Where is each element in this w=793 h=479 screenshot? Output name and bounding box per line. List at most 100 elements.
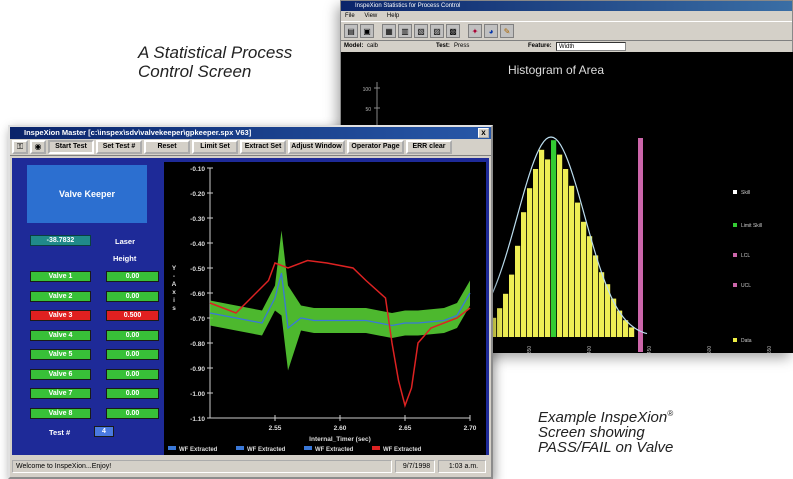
wave-ytick-label: -0.90 <box>190 366 205 373</box>
waveform-chart: -0.10 -0.20 -0.30 -0.40 -0.50 -0.60 -0.70 -0.80… <box>168 166 477 453</box>
model-value[interactable]: calb <box>367 43 379 49</box>
limit-set-button[interactable]: Limit Set <box>192 140 238 154</box>
master-title-bar[interactable]: InspeXion Master [c:\inspex\sdv\valvekee… <box>10 127 491 139</box>
wave-xtick-label: 2.60 <box>334 425 347 432</box>
wave-xtick-label: 2.70 <box>464 425 477 432</box>
wave-ytick-label: -1.00 <box>190 391 205 398</box>
hist-bar <box>569 185 575 337</box>
master-window: InspeXion Master [c:\inspex\sdv\valvekee… <box>8 125 493 479</box>
valve-7-label: Valve 7 <box>30 388 91 399</box>
hist-legend-swatch <box>733 253 737 257</box>
hist-bar <box>629 327 635 337</box>
blue-trace <box>209 272 471 330</box>
menu-help[interactable]: Help <box>386 13 400 19</box>
green-band <box>210 230 470 371</box>
model-label: Model: <box>344 43 364 49</box>
readout-value: -38.7832 <box>30 235 91 246</box>
master-window-title: InspeXion Master [c:\inspex\sdv\valvekee… <box>24 128 252 137</box>
chart-icon[interactable]: ▥ <box>398 24 412 38</box>
menu-file[interactable]: File <box>345 13 355 19</box>
wave-ytick-label: -0.10 <box>190 166 205 173</box>
hist-legend-label: UCL <box>741 283 751 289</box>
wave-legend-label: WF Extracted <box>383 447 422 453</box>
hist-bar <box>515 245 521 337</box>
hist-bar <box>551 140 557 337</box>
wave-ytick-label: -0.70 <box>190 316 205 323</box>
valve-3-value: 0.500 <box>106 310 159 321</box>
extract-set-button[interactable]: Extract Set <box>240 140 286 154</box>
valve-keeper-panel: Valve Keeper <box>27 165 147 223</box>
hist-xtick-label: 400 <box>587 346 593 353</box>
test-number-label: Test # <box>49 428 71 437</box>
start-test-button[interactable]: Start Test <box>48 140 94 154</box>
hist-legend-swatch <box>733 190 737 194</box>
hist-bar <box>617 310 623 337</box>
close-button[interactable]: x <box>478 128 489 138</box>
wave-legend-swatch <box>168 446 176 450</box>
example-caption-line2: Screen showing <box>538 424 645 441</box>
wave-ytick-label: -0.50 <box>190 266 205 273</box>
wave-ytick-label: -0.20 <box>190 191 205 198</box>
hist-ytick-label: 100 <box>363 87 372 93</box>
status-bar: Welcome to InspeXion...Enjoy! 9/7/1998 1… <box>12 460 489 475</box>
test-number-value: 4 <box>94 426 114 437</box>
save-icon[interactable]: ▣ <box>360 24 374 38</box>
adjust-window-button[interactable]: Adjust Window <box>288 140 345 154</box>
status-message: Welcome to InspeXion...Enjoy! <box>12 460 392 473</box>
hist-legend-swatch <box>733 338 737 342</box>
test-value[interactable]: Press <box>454 43 470 49</box>
err-clear-button[interactable]: ERR clear <box>406 140 452 154</box>
hist-bar <box>587 236 593 337</box>
hist-bar <box>557 154 563 337</box>
height-label: Height <box>113 254 137 263</box>
valve-5-label: Valve 5 <box>30 349 91 360</box>
hist-bar <box>527 188 533 337</box>
valve-8-label: Valve 8 <box>30 407 91 419</box>
hist-bar <box>575 202 581 337</box>
wave-legend-swatch <box>372 446 380 450</box>
open-icon[interactable]: ▤ <box>344 24 358 38</box>
hist-bar <box>503 293 509 337</box>
status-time: 1:03 a.m. <box>438 460 486 473</box>
hist-bar <box>533 169 539 337</box>
hist-ytick-label: 50 <box>365 107 371 113</box>
set-test-button[interactable]: Set Test # <box>96 140 142 154</box>
menu-view[interactable]: View <box>364 13 378 19</box>
reset-button[interactable]: Reset <box>144 140 190 154</box>
valve-6-value: 0.00 <box>106 368 159 380</box>
master-body: Valve Keeper -38.7832 Laser Height Valve… <box>12 158 489 455</box>
hist-bar <box>491 317 497 337</box>
wave-xtick-label: 2.65 <box>399 425 412 432</box>
wave-ytick-label: -0.80 <box>190 341 205 348</box>
scatter-icon[interactable]: ✦ <box>468 24 482 38</box>
hist-bar <box>581 221 587 337</box>
valve-4-label: Valve 4 <box>30 329 91 341</box>
camera-icon[interactable]: ◉ <box>30 140 46 154</box>
data-icon[interactable]: ▧ <box>414 24 428 38</box>
spc-title-bar[interactable]: InspeXion Statistics for Process Control <box>341 1 792 11</box>
hist-legend-swatch <box>733 223 737 227</box>
hist-legend-swatch <box>733 283 737 287</box>
operator-page-button[interactable]: Operator Page <box>347 140 404 154</box>
valve-4-value: 0.00 <box>106 329 159 341</box>
red-trace <box>209 259 471 408</box>
wave-ylabel-char: - <box>173 273 175 280</box>
export-icon[interactable]: ✎ <box>500 24 514 38</box>
key-icon[interactable]: ⚿ <box>12 140 28 154</box>
feature-label: Feature: <box>528 43 552 49</box>
table-icon[interactable]: ▨ <box>430 24 444 38</box>
valve-8-value: 0.00 <box>106 407 159 419</box>
hist-xtick-label: 350 <box>527 346 533 353</box>
wave-legend-label: WF Extracted <box>179 447 218 453</box>
valve-2-label: Valve 2 <box>30 290 91 302</box>
example-caption: Example InspeXion® Screen showing PASS/F… <box>538 406 673 455</box>
feature-select[interactable]: Width <box>556 42 626 51</box>
example-caption-line1: Example InspeXion <box>538 409 668 426</box>
hist-bar <box>545 159 551 337</box>
wave-ylabel-char: A <box>172 281 177 288</box>
spc-caption-line2: Control Screen <box>138 62 252 81</box>
print-icon[interactable]: ▦ <box>382 24 396 38</box>
histogram-icon[interactable]: ▩ <box>446 24 460 38</box>
wave-legend-swatch <box>236 446 244 450</box>
pie-icon[interactable]: ◕ <box>484 24 498 38</box>
